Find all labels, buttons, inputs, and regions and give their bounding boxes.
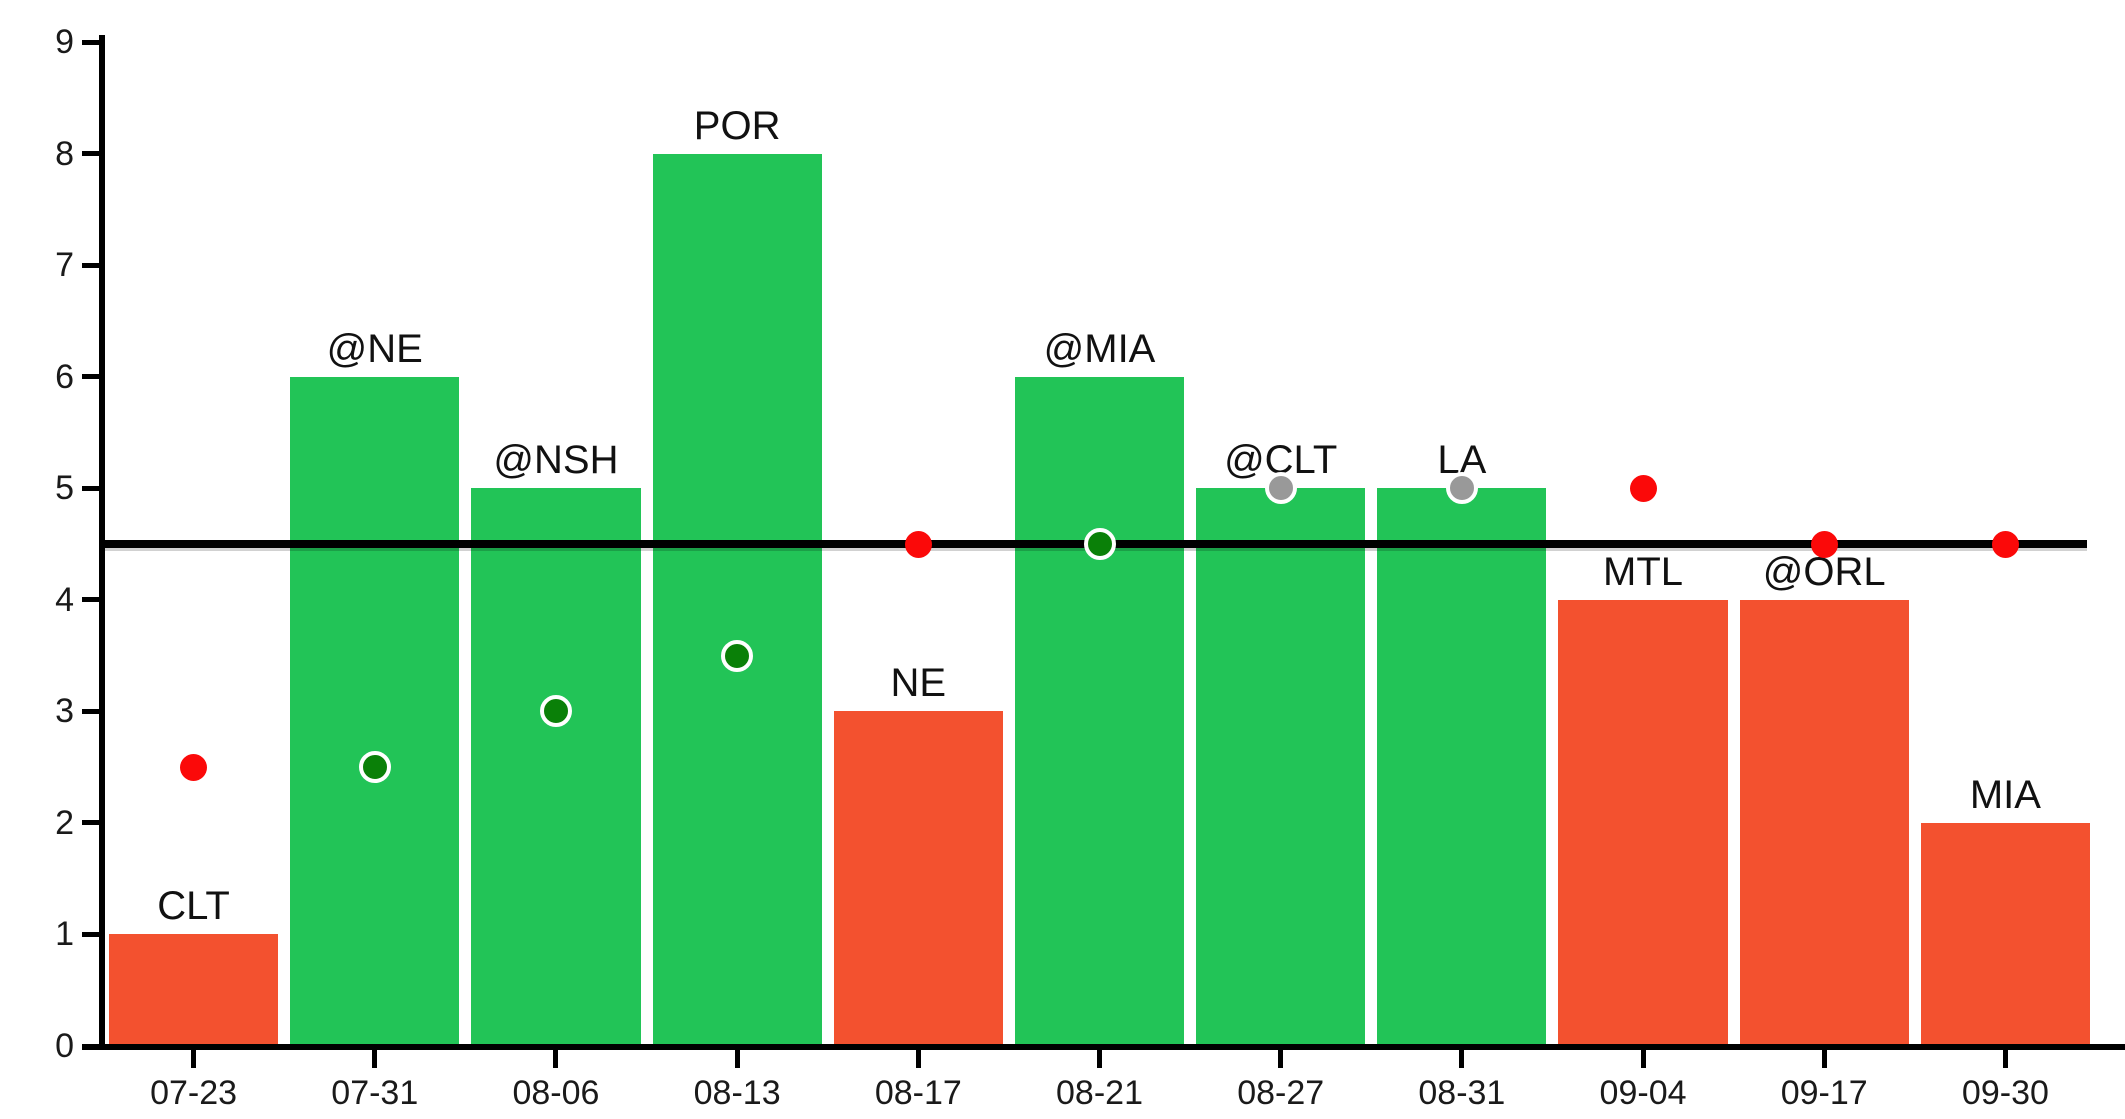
bar-09-17 [1739, 599, 1909, 1048]
x-axis-tick [915, 1050, 921, 1068]
bar-label-09-30: MIA [1969, 772, 2041, 817]
y-tick-label: 5 [55, 469, 74, 508]
x-axis-tick [1097, 1050, 1102, 1068]
x-tick-label: 09-17 [1780, 1074, 1868, 1112]
dot-08-21 [1083, 528, 1116, 560]
x-tick-label: 07-31 [331, 1074, 419, 1112]
y-tick-label: 6 [55, 357, 74, 396]
bar-label-08-21: @MIA [1043, 326, 1156, 371]
bar-label-08-06: @NSH [493, 438, 619, 483]
y-axis-tick [82, 597, 103, 603]
dot-07-31 [358, 751, 391, 784]
y-axis-tick [82, 151, 103, 157]
x-axis-tick [553, 1050, 559, 1068]
y-tick-label: 7 [55, 246, 74, 285]
x-tick-label: 08-17 [874, 1074, 962, 1112]
y-axis-line [99, 35, 105, 1050]
x-tick-label: 08-31 [1418, 1074, 1506, 1112]
x-axis-line [82, 1044, 2125, 1050]
y-tick-label: 3 [55, 692, 74, 731]
y-axis-tick [82, 931, 103, 937]
x-axis-tick [1459, 1050, 1465, 1068]
y-axis-tick [82, 262, 103, 268]
x-tick-label: 08-27 [1237, 1074, 1325, 1112]
bar-08-21 [1014, 376, 1185, 1048]
dot-09-17 [1810, 530, 1838, 558]
x-tick-label: 09-30 [1961, 1074, 2049, 1112]
y-axis-tick [82, 39, 103, 45]
bar-label-07-23: CLT [157, 884, 230, 929]
bar-label-08-13: POR [693, 103, 781, 148]
y-axis-tick [82, 485, 103, 491]
x-axis-tick [1821, 1050, 1827, 1068]
bar-09-04 [1558, 599, 1728, 1048]
x-tick-label: 08-06 [512, 1074, 600, 1112]
x-tick-label: 08-21 [1056, 1074, 1143, 1112]
y-axis-tick [82, 820, 103, 826]
y-axis-tick [82, 374, 103, 380]
dot-08-06 [539, 695, 572, 728]
x-axis-tick [191, 1050, 197, 1068]
bar-label-08-17: NE [890, 661, 947, 706]
x-tick-label: 09-04 [1599, 1074, 1687, 1112]
dot-07-23 [180, 753, 208, 781]
x-tick-label: 08-13 [693, 1074, 781, 1112]
y-axis-tick [82, 708, 103, 714]
bar-08-06 [471, 488, 641, 1048]
bar-08-27 [1196, 488, 1366, 1048]
x-axis-tick [2002, 1050, 2008, 1068]
y-tick-label: 2 [55, 803, 74, 842]
x-axis-tick [1640, 1050, 1646, 1068]
bar-label-07-31: @NE [326, 326, 423, 371]
bar-07-23 [109, 934, 279, 1048]
y-tick-label: 9 [55, 23, 74, 61]
x-tick-label: 07-23 [150, 1074, 238, 1112]
y-tick-label: 8 [55, 134, 74, 173]
bar-label-09-04: MTL [1603, 549, 1684, 594]
dot-08-31 [1445, 472, 1478, 505]
y-tick-label: 4 [55, 580, 74, 619]
y-tick-label: 0 [55, 1027, 74, 1065]
dot-08-27 [1264, 472, 1297, 505]
x-axis-tick [734, 1050, 740, 1068]
y-tick-label: 1 [55, 915, 74, 954]
bar-09-30 [1920, 822, 2090, 1048]
bar-08-13 [652, 153, 822, 1048]
bar-07-31 [290, 376, 460, 1048]
dot-08-13 [721, 639, 754, 672]
dot-09-04 [1629, 474, 1657, 502]
dot-09-30 [1991, 530, 2019, 558]
bar-08-17 [833, 711, 1003, 1048]
x-axis-tick [1278, 1050, 1284, 1068]
dot-08-17 [904, 530, 932, 558]
x-axis-tick [372, 1050, 378, 1068]
bar-08-31 [1377, 488, 1547, 1048]
